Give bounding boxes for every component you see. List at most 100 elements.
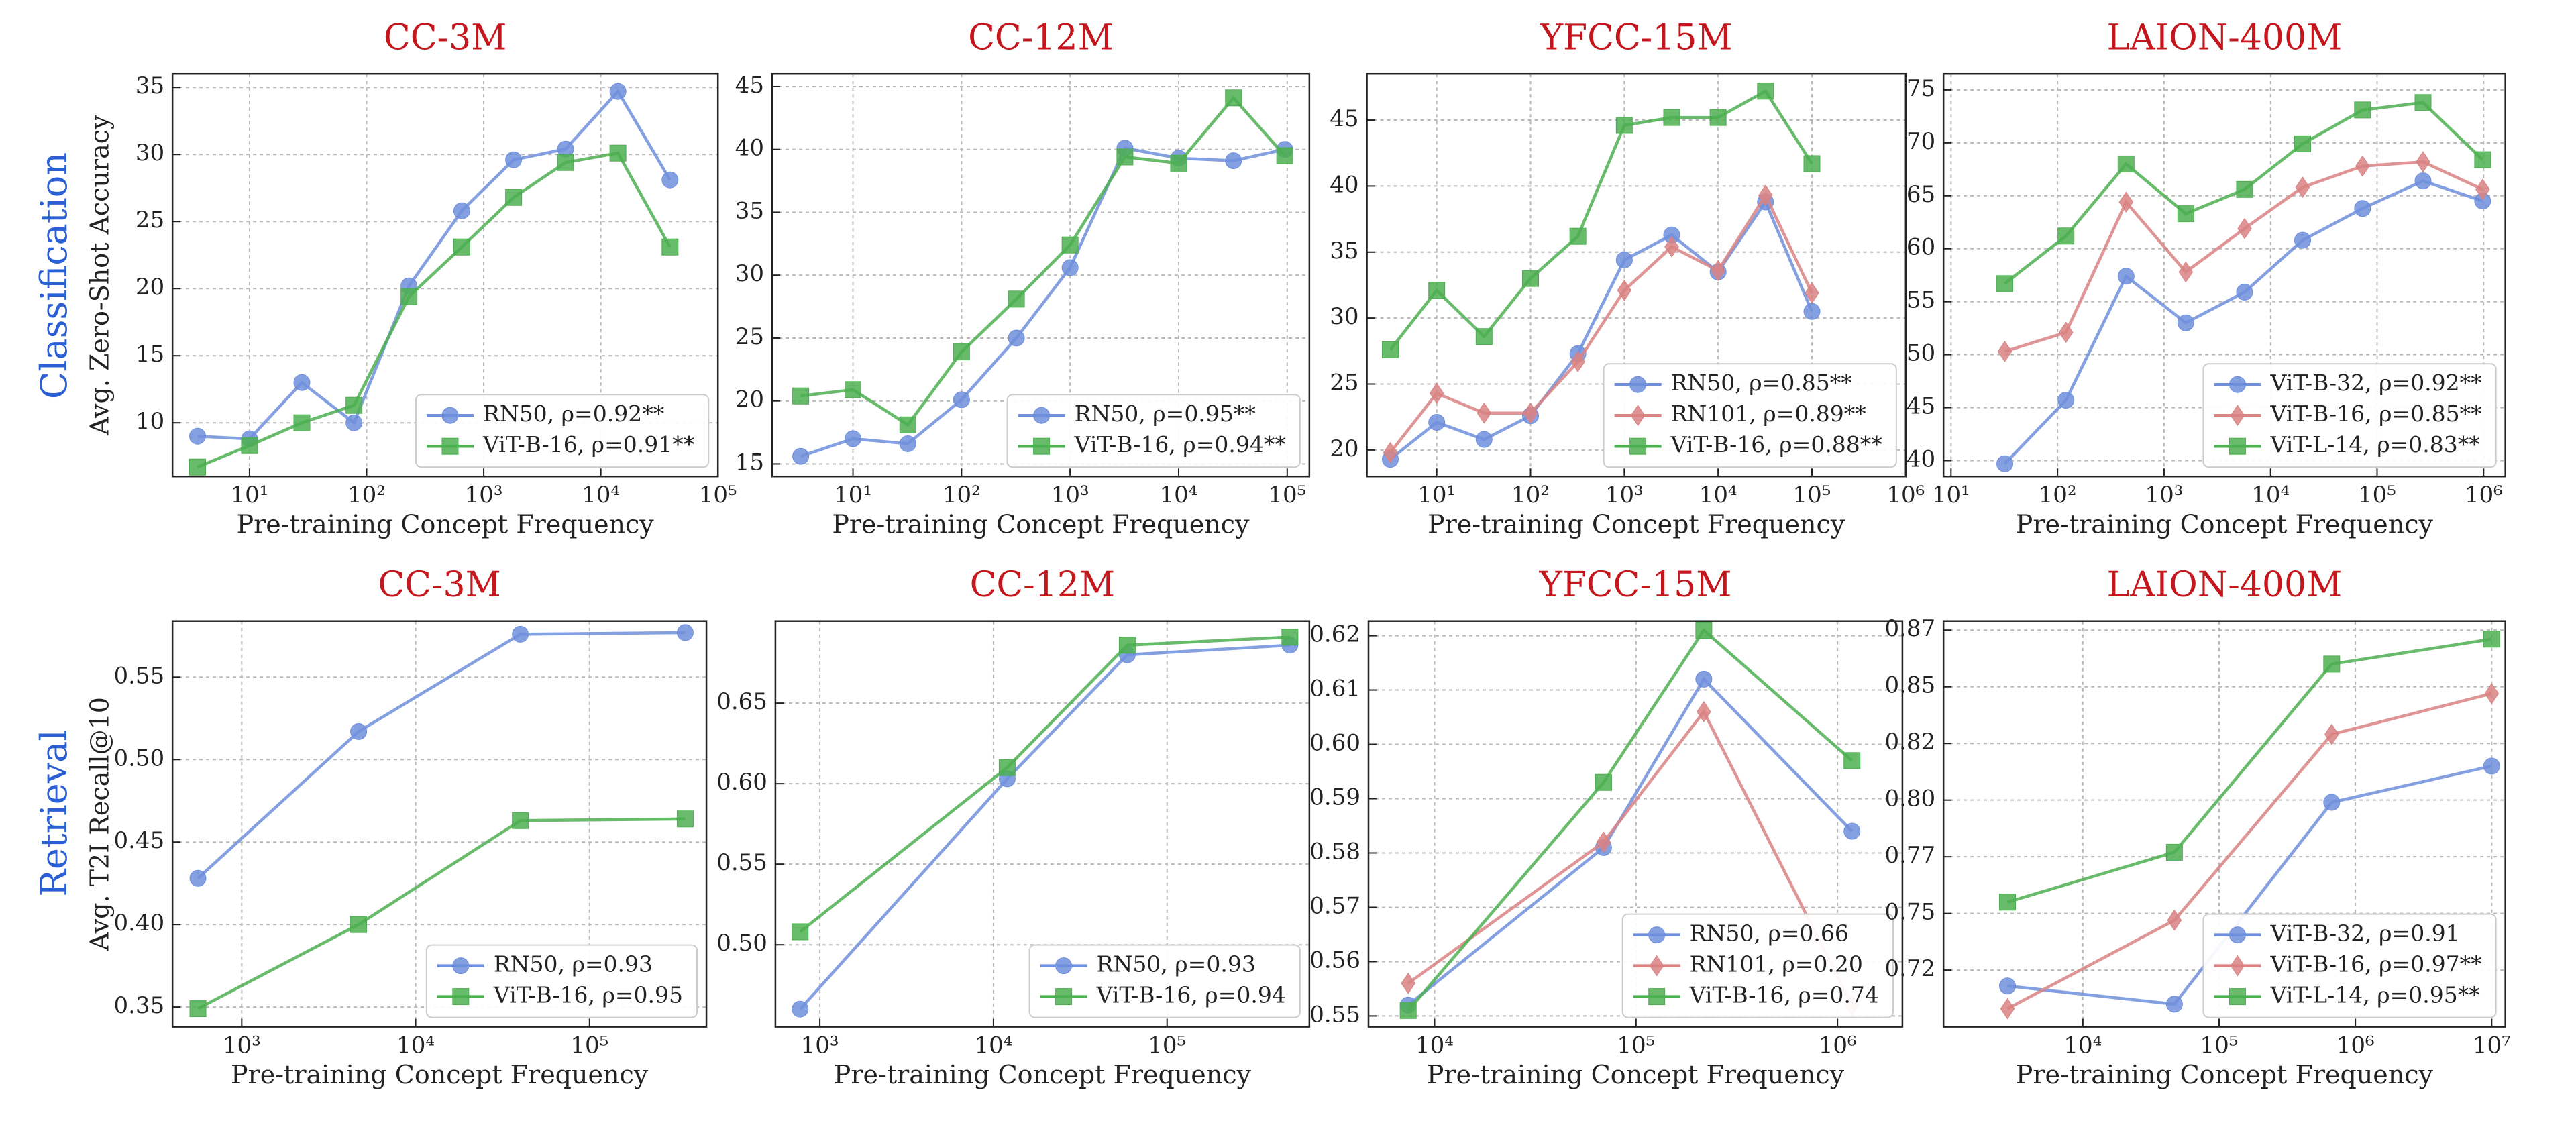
legend-box	[1028, 944, 1301, 1018]
x-tick-label: 10⁴	[974, 1032, 1012, 1059]
x-tick-label: 10⁵	[2358, 482, 2396, 508]
data-point	[845, 430, 862, 447]
data-point	[1428, 414, 1446, 431]
data-point	[1999, 894, 2017, 911]
legend-box	[425, 944, 698, 1018]
data-point	[1170, 154, 1187, 172]
data-point	[1617, 279, 1632, 301]
data-point	[2177, 205, 2194, 223]
x-tick-label: 10⁶	[2337, 1032, 2375, 1059]
data-point	[2165, 843, 2183, 861]
row-label: Retrieval	[33, 729, 75, 896]
x-tick-label: 10¹	[1417, 482, 1456, 508]
legend: ViT-B-32, ρ=0.92** ViT-B-16, ρ=0.85** ViT-…	[2202, 363, 2497, 468]
legend: RN50, ρ=0.93 ViT-B-16, ρ=0.94	[1028, 944, 1301, 1018]
y-tick-label: 0.77	[1884, 842, 1935, 869]
data-point	[2355, 155, 2370, 177]
y-tick-label: 20	[735, 386, 764, 413]
data-point	[293, 414, 311, 431]
data-point	[1711, 260, 1725, 282]
data-point	[2414, 172, 2432, 190]
x-axis-label: Pre-training Concept Frequency	[834, 1060, 1252, 1089]
chart-title: YFCC-15M	[1540, 18, 1733, 58]
legend: RN50, ρ=0.92** ViT-B-16, ρ=0.91**	[415, 394, 710, 468]
x-tick-label: 10³	[801, 1032, 839, 1059]
x-axis-label: Pre-training Concept Frequency	[832, 510, 1250, 539]
series-line	[197, 631, 686, 879]
series-line	[197, 89, 672, 441]
data-point	[1429, 382, 1444, 405]
data-point	[293, 374, 311, 391]
y-tick-label: 0.87	[1884, 615, 1935, 642]
series-line	[2006, 692, 2492, 1010]
series-line	[800, 146, 1285, 458]
plot-frame	[774, 620, 1311, 1028]
legend-marker	[441, 437, 459, 455]
legend-marker	[1033, 407, 1051, 424]
x-axis-label: Pre-training Concept Frequency	[1427, 1060, 1845, 1089]
x-tick-label: 10⁵	[1617, 1032, 1655, 1059]
legend-marker	[1055, 988, 1073, 1006]
plot-frame	[171, 72, 719, 478]
data-point	[1475, 431, 1493, 448]
chart-title: CC-3M	[384, 18, 506, 58]
data-point	[953, 343, 970, 361]
data-point	[1225, 89, 1242, 107]
data-point	[998, 759, 1016, 776]
data-point	[661, 171, 679, 189]
data-point	[2178, 261, 2194, 283]
legend-label: RN50, ρ=0.85**	[1671, 370, 1852, 396]
x-tick-label: 10⁶	[1886, 482, 1925, 508]
data-point	[1664, 236, 1679, 258]
y-tick-label: 65	[1907, 181, 1935, 208]
x-tick-label: 10¹	[230, 482, 268, 508]
panel: 10⁴ 10⁵ 10⁶ 0.55 0.56 0.57 0.58 0.59 0.60 0.61 0.6…	[1309, 565, 1904, 1089]
y-tick-label: 15	[735, 449, 764, 476]
y-tick-label: 40	[1907, 446, 1935, 473]
legend-label: ViT-B-16, ρ=0.95	[493, 982, 683, 1008]
legend-marker	[1033, 437, 1051, 455]
y-tick-label: 0.57	[1309, 892, 1360, 919]
data-point	[2414, 94, 2432, 111]
y-tick-label: 35	[1330, 237, 1358, 264]
data-point	[1570, 351, 1585, 372]
data-point	[2295, 176, 2310, 199]
series-line	[1389, 192, 1814, 454]
legend-label: RN101, ρ=0.20	[1690, 951, 1863, 977]
data-point	[1997, 340, 2012, 362]
data-point	[1381, 341, 1399, 358]
data-point	[2000, 998, 2015, 1020]
data-point	[512, 625, 529, 643]
data-point	[1709, 109, 1727, 126]
data-point	[350, 722, 368, 740]
data-point	[1523, 402, 1538, 424]
x-tick-label: 10⁵	[1268, 482, 1306, 508]
y-tick-label: 0.60	[1309, 730, 1360, 757]
y-tick-label: 10	[136, 408, 164, 435]
legend-marker	[452, 957, 470, 975]
data-point	[2294, 231, 2312, 249]
data-point	[2057, 227, 2075, 245]
legend-box	[2202, 913, 2497, 1018]
data-point	[2483, 631, 2500, 648]
data-point	[1697, 701, 1711, 722]
data-point	[2058, 321, 2074, 343]
x-tick-label: 10⁴	[1160, 482, 1198, 508]
y-tick-label: 0.82	[1884, 729, 1935, 755]
y-tick-label: 0.58	[1309, 838, 1360, 865]
data-point	[845, 381, 862, 398]
data-point	[1428, 282, 1446, 299]
data-point	[2167, 909, 2182, 931]
legend-label: ViT-B-16, ρ=0.85**	[2269, 400, 2481, 427]
panel: 10¹ 10² 10³ 10⁴ 10⁵ 15 20 25 30 35 40 45 CC-12M Pre-t…	[735, 18, 1311, 539]
data-point	[1276, 147, 1293, 164]
legend-label: RN50, ρ=0.92**	[483, 400, 664, 427]
y-axis-label: Avg. T2I Recall@10	[85, 697, 115, 951]
data-point	[1805, 282, 1819, 304]
y-tick-label: 0.62	[1309, 621, 1360, 648]
x-tick-label: 10⁶	[1819, 1032, 1857, 1059]
data-point	[1695, 670, 1713, 688]
chart-title: CC-3M	[378, 565, 500, 605]
data-point	[676, 810, 694, 828]
data-point	[1061, 259, 1079, 276]
